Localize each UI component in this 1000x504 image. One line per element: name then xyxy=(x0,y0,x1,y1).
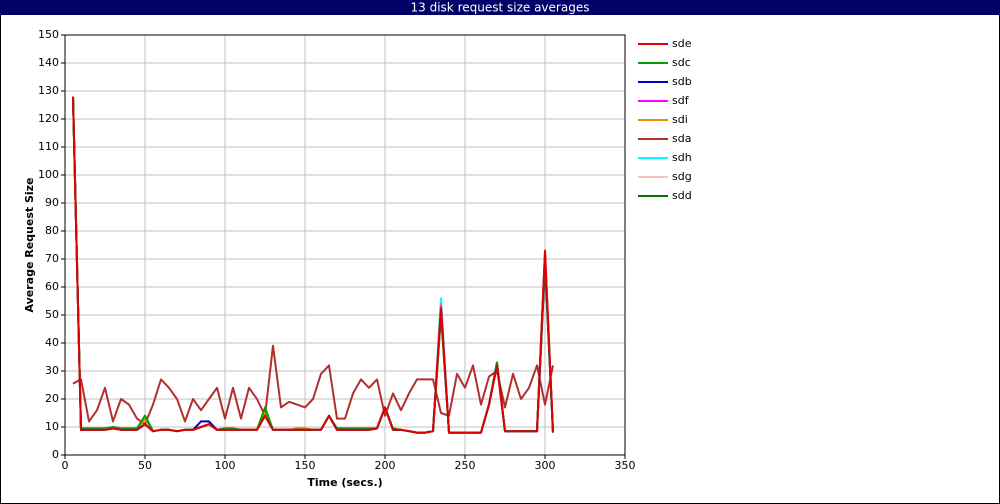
y-tick-label: 110 xyxy=(38,140,59,153)
legend-label: sdc xyxy=(672,56,691,69)
y-tick-label: 30 xyxy=(45,364,59,377)
y-tick-label: 40 xyxy=(45,336,59,349)
y-tick-label: 150 xyxy=(38,28,59,41)
title-bar xyxy=(0,0,1000,15)
x-tick-label: 350 xyxy=(615,459,636,472)
x-tick-label: 50 xyxy=(138,459,152,472)
x-axis-label: Time (secs.) xyxy=(307,476,382,489)
series-line xyxy=(72,344,554,426)
chart-title: 13 disk request size averages xyxy=(411,1,590,15)
y-tick-label: 130 xyxy=(38,84,59,97)
legend-label: sdd xyxy=(672,189,692,202)
y-tick-label: 90 xyxy=(45,196,59,209)
x-tick-label: 100 xyxy=(215,459,236,472)
plot-area xyxy=(65,35,625,455)
series-line xyxy=(72,96,554,434)
x-tick-label: 0 xyxy=(62,459,69,472)
y-tick-label: 10 xyxy=(45,420,59,433)
y-tick-label: 70 xyxy=(45,252,59,265)
y-tick-label: 50 xyxy=(45,308,59,321)
y-tick-label: 80 xyxy=(45,224,59,237)
y-tick-label: 0 xyxy=(52,448,59,461)
x-tick-label: 200 xyxy=(375,459,396,472)
legend-label: sdi xyxy=(672,113,688,126)
plot-border xyxy=(64,34,626,456)
y-tick-label: 120 xyxy=(38,112,59,125)
y-tick-label: 100 xyxy=(38,168,59,181)
legend-label: sde xyxy=(672,37,692,50)
x-tick-label: 150 xyxy=(295,459,316,472)
x-tick-label: 250 xyxy=(455,459,476,472)
y-axis-label: Average Request Size xyxy=(23,177,36,312)
legend-label: sdh xyxy=(672,151,692,164)
legend-label: sdf xyxy=(672,94,690,107)
y-tick-label: 60 xyxy=(45,280,59,293)
legend-label: sdg xyxy=(672,170,692,183)
legend-label: sdb xyxy=(672,75,692,88)
x-tick-label: 300 xyxy=(535,459,556,472)
y-tick-label: 20 xyxy=(45,392,59,405)
legend-label: sda xyxy=(672,132,691,145)
y-tick-label: 140 xyxy=(38,56,59,69)
